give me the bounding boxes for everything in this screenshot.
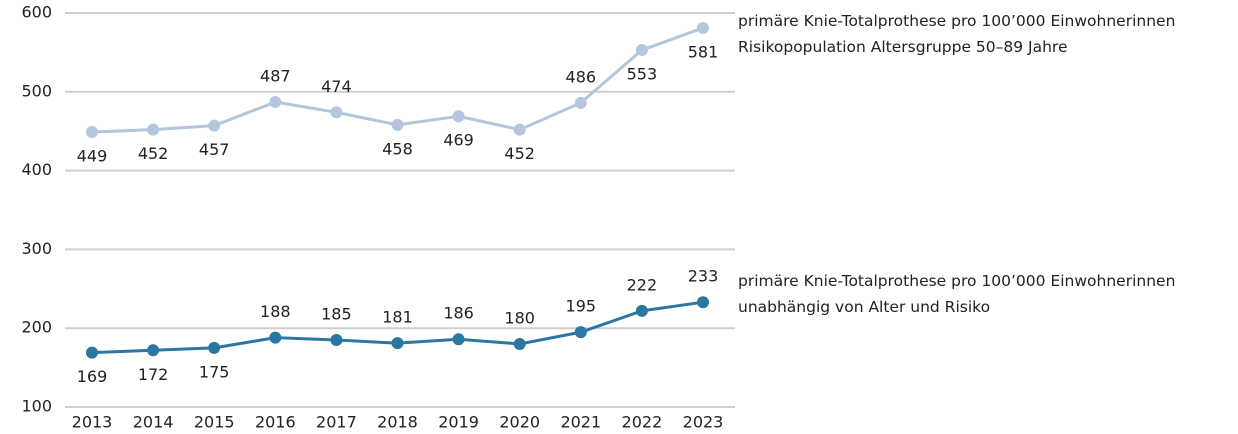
data-label: 169 — [77, 367, 108, 386]
x-tick-label: 2016 — [255, 413, 296, 432]
x-tick-label: 2022 — [622, 413, 663, 432]
x-tick-label: 2019 — [438, 413, 479, 432]
x-tick-label: 2023 — [683, 413, 724, 432]
y-tick-label: 500 — [21, 81, 52, 100]
data-label: 581 — [688, 42, 719, 61]
y-tick-label: 100 — [21, 397, 52, 416]
y-tick-label: 400 — [21, 160, 52, 179]
data-point — [330, 334, 343, 347]
y-tick-label: 600 — [21, 3, 52, 22]
data-point — [86, 125, 98, 138]
data-point — [391, 337, 404, 350]
x-tick-label: 2018 — [377, 413, 418, 432]
data-label: 553 — [627, 65, 658, 84]
data-label: 452 — [504, 144, 535, 163]
data-label: 175 — [199, 362, 230, 381]
data-label: 474 — [321, 77, 352, 96]
data-label: 469 — [443, 131, 474, 150]
data-label: 457 — [199, 140, 230, 159]
data-label: 188 — [260, 302, 291, 321]
data-point — [147, 123, 160, 136]
data-point — [86, 346, 98, 359]
data-point — [697, 21, 709, 34]
data-point — [269, 331, 282, 344]
data-point — [208, 341, 221, 354]
data-point — [574, 96, 587, 109]
series-label: primäre Knie-Totalprothese pro 100’000 E… — [738, 272, 1176, 316]
data-point — [513, 337, 526, 350]
data-label: 486 — [566, 67, 597, 86]
data-label: 195 — [566, 297, 597, 316]
data-point — [147, 344, 160, 357]
data-point — [452, 110, 465, 123]
data-point — [330, 106, 343, 119]
x-tick-label: 2013 — [72, 413, 113, 432]
data-point — [452, 333, 465, 346]
data-label: 233 — [688, 267, 719, 286]
data-label: 222 — [627, 275, 658, 294]
data-point — [513, 123, 526, 136]
y-tick-label: 300 — [21, 239, 52, 258]
data-label: 458 — [382, 139, 413, 158]
x-tick-label: 2017 — [316, 413, 357, 432]
data-label: 452 — [138, 144, 169, 163]
data-label: 172 — [138, 365, 169, 384]
data-point — [635, 304, 648, 317]
x-tick-label: 2021 — [560, 413, 601, 432]
data-label: 449 — [77, 146, 108, 165]
data-point — [635, 44, 648, 57]
x-tick-label: 2014 — [133, 413, 174, 432]
x-tick-label: 2015 — [194, 413, 235, 432]
x-tick-label: 2020 — [499, 413, 540, 432]
series-line — [91, 26, 704, 134]
data-label: 185 — [321, 305, 352, 324]
data-label: 181 — [382, 308, 413, 327]
data-point — [269, 96, 282, 109]
data-point — [208, 119, 221, 132]
series-label: primäre Knie-Totalprothese pro 100’000 E… — [738, 12, 1176, 56]
data-point — [391, 118, 404, 131]
data-point — [574, 326, 587, 339]
data-point — [697, 296, 709, 309]
data-label: 487 — [260, 67, 291, 86]
data-label: 180 — [504, 308, 535, 327]
data-label: 186 — [443, 304, 474, 323]
y-tick-label: 200 — [21, 318, 52, 337]
